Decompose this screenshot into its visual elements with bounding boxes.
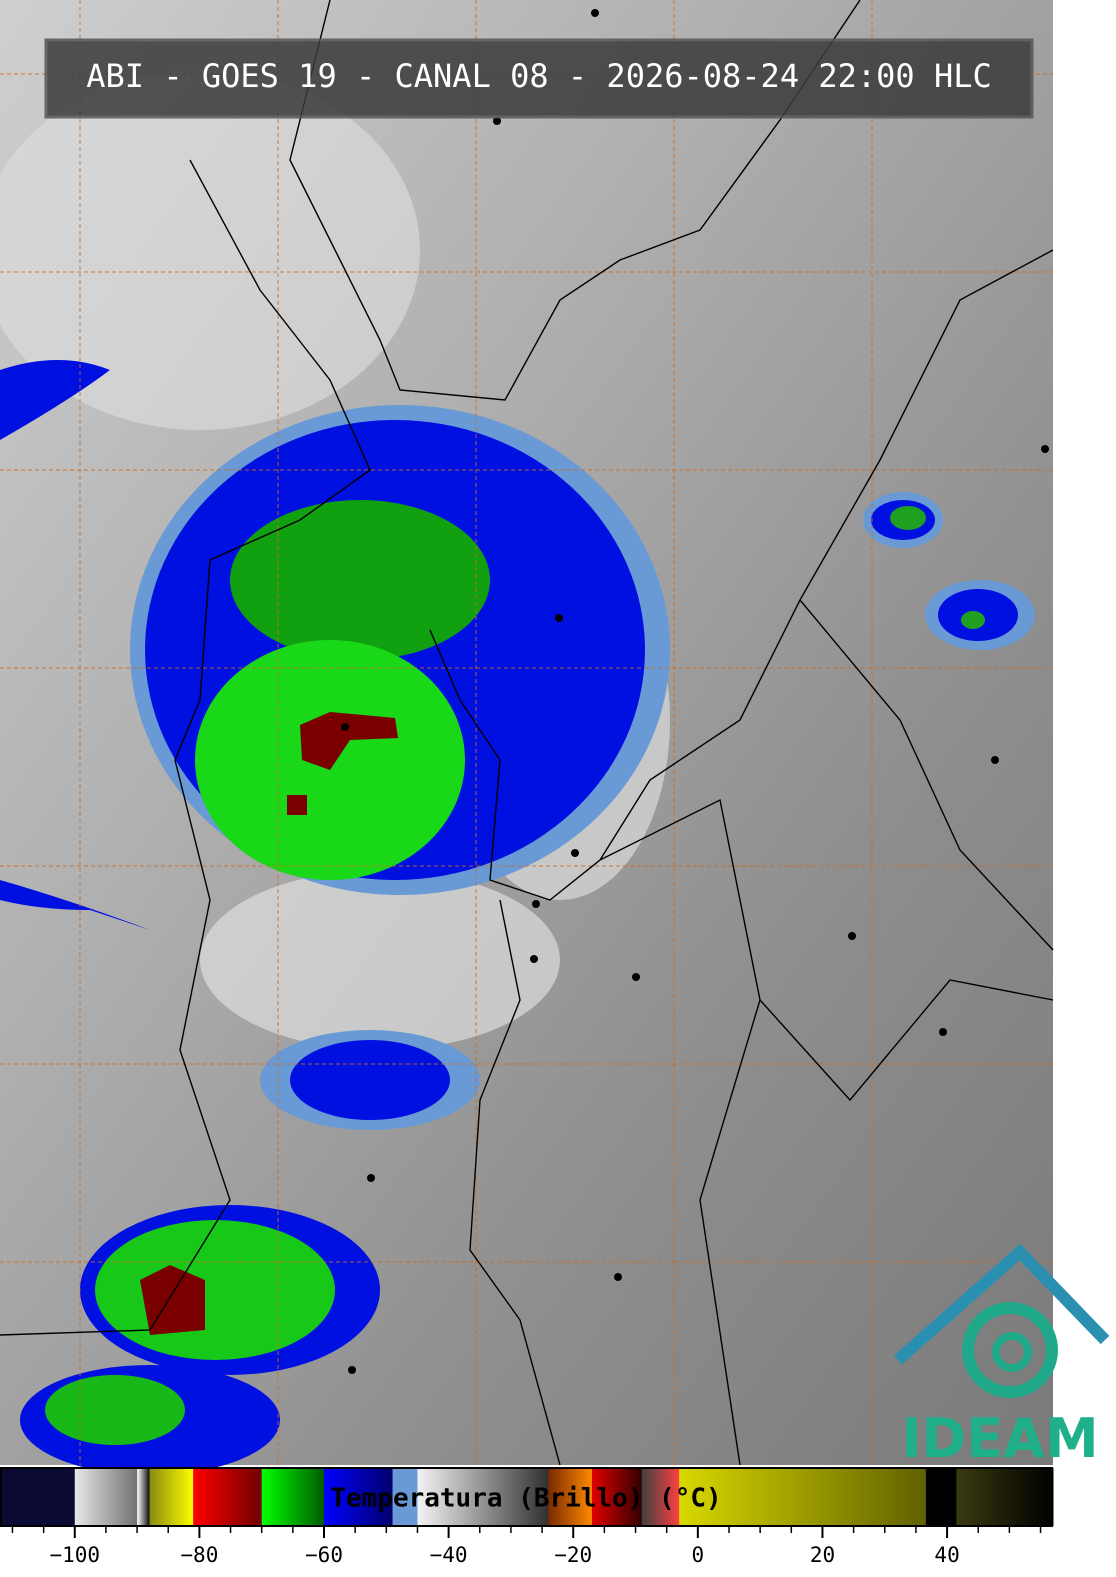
colorbar-segment xyxy=(925,1468,957,1526)
colorbar-segment xyxy=(324,1468,394,1526)
logo-text: IDEAM xyxy=(901,1407,1098,1470)
colorbar-segment xyxy=(679,1468,927,1526)
colorbar-segment xyxy=(0,1468,76,1526)
colorbar-segment xyxy=(261,1468,325,1526)
colorbar-tick-label: 40 xyxy=(934,1543,959,1567)
colorbar-tick-label: 20 xyxy=(810,1543,835,1567)
colorbar-tick-label: −20 xyxy=(554,1543,592,1567)
colorbar-segment xyxy=(74,1468,138,1526)
colorbar-segment xyxy=(193,1468,263,1526)
colorbar-segment xyxy=(548,1468,593,1526)
colorbar: −100 −80 −60 −40 −20 0 20 40 xyxy=(0,1467,1054,1567)
colorbar-segment xyxy=(149,1468,194,1526)
ideam-logo: IDEAM xyxy=(894,1243,1110,1470)
city-markers xyxy=(341,9,1049,1374)
colorbar-segment xyxy=(392,1468,418,1526)
colorbar-segment xyxy=(956,1468,1054,1526)
borders xyxy=(0,0,1054,1466)
lat-lon-grid xyxy=(0,0,1053,1465)
colorbar-segment xyxy=(137,1468,151,1526)
colorbar-tick-label: −60 xyxy=(305,1543,343,1567)
colorbar-segment xyxy=(641,1468,680,1526)
colorbar-tick-label: −80 xyxy=(180,1543,218,1567)
title-box: ABI - GOES 19 - CANAL 08 - 2026-08-24 22… xyxy=(44,38,1034,119)
colorbar-label: Temperatura (Brillo) (°C) xyxy=(330,1484,721,1514)
colorbar-segment xyxy=(591,1468,643,1526)
colorbar-tick-label: 0 xyxy=(692,1543,705,1567)
colorbar-frame xyxy=(0,1467,1053,1527)
colorbar-tick-label: −40 xyxy=(430,1543,468,1567)
map-title: ABI - GOES 19 - CANAL 08 - 2026-08-24 22… xyxy=(86,57,991,95)
colorbar-segment xyxy=(417,1468,549,1526)
satellite-image xyxy=(0,0,1053,1475)
colorbar-tick-label: −100 xyxy=(49,1543,100,1567)
